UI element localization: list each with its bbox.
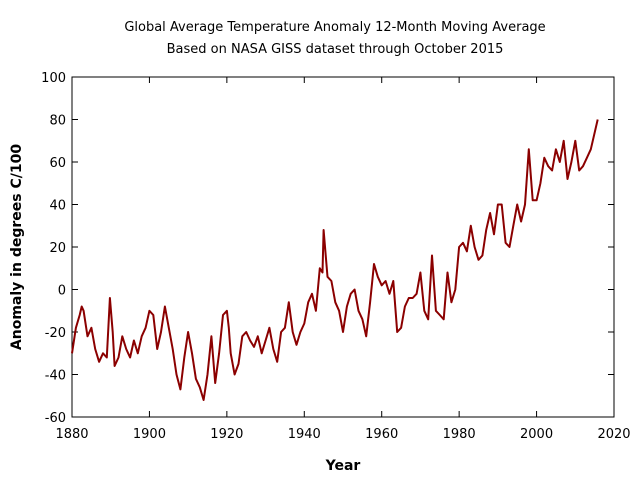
y-tick-label: 60 xyxy=(49,156,66,171)
x-tick-label: 1900 xyxy=(133,427,166,442)
chart-subtitle: Based on NASA GISS dataset through Octob… xyxy=(167,42,504,57)
x-axis-label: Year xyxy=(325,458,361,474)
y-tick-label: 40 xyxy=(49,199,66,214)
x-tick-label: 2000 xyxy=(520,427,553,442)
x-tick-label: 1980 xyxy=(443,427,476,442)
y-tick-label: -20 xyxy=(45,326,66,341)
chart-title: Global Average Temperature Anomaly 12-Mo… xyxy=(124,20,545,35)
x-tick-label: 1940 xyxy=(288,427,321,442)
x-tick-label: 1960 xyxy=(365,427,398,442)
y-tick-label: -40 xyxy=(45,369,66,384)
x-tick-label: 2020 xyxy=(597,427,630,442)
y-axis-label: Anomaly in degrees C/100 xyxy=(9,144,25,350)
plot-frame xyxy=(71,76,615,418)
series-line xyxy=(71,119,599,401)
y-tick-label: -60 xyxy=(45,411,66,426)
y-tick-label: 20 xyxy=(49,241,66,256)
x-tick-label: 1880 xyxy=(55,427,88,442)
x-tick-label: 1920 xyxy=(210,427,243,442)
y-tick-label: 80 xyxy=(49,114,66,129)
y-tick-label: 100 xyxy=(41,71,66,86)
y-tick-label: 0 xyxy=(58,284,66,299)
